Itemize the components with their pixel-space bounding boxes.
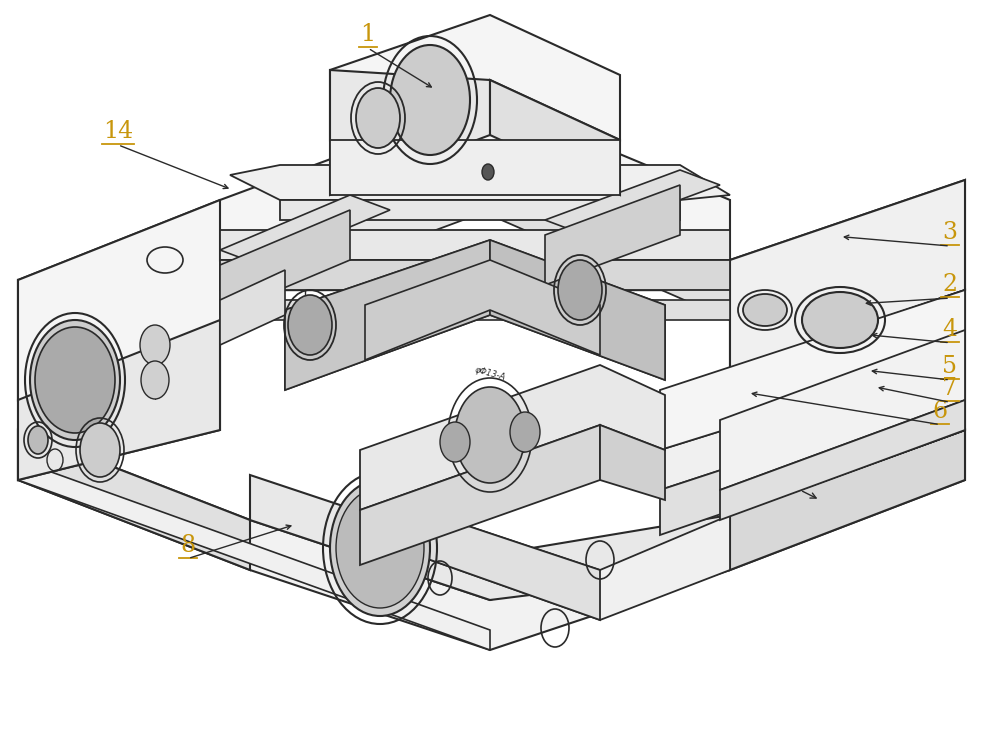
Text: 2: 2 — [942, 273, 958, 296]
Polygon shape — [730, 180, 965, 370]
Polygon shape — [730, 290, 965, 515]
Polygon shape — [360, 490, 600, 620]
Ellipse shape — [390, 45, 470, 155]
Polygon shape — [545, 170, 720, 235]
Ellipse shape — [288, 295, 332, 355]
Text: 5: 5 — [942, 355, 958, 378]
Polygon shape — [720, 330, 965, 490]
Polygon shape — [660, 390, 965, 535]
Polygon shape — [220, 160, 490, 310]
Polygon shape — [220, 195, 390, 265]
Polygon shape — [330, 70, 490, 195]
Polygon shape — [220, 230, 730, 260]
Polygon shape — [280, 200, 680, 220]
Text: 7: 7 — [942, 377, 958, 400]
Ellipse shape — [558, 260, 602, 320]
Ellipse shape — [140, 325, 170, 365]
Ellipse shape — [455, 387, 525, 483]
Ellipse shape — [440, 422, 470, 462]
Polygon shape — [230, 165, 730, 200]
Text: 1: 1 — [360, 23, 376, 46]
Polygon shape — [730, 400, 965, 515]
Ellipse shape — [336, 488, 424, 608]
Polygon shape — [600, 425, 665, 500]
Polygon shape — [490, 160, 730, 320]
Polygon shape — [18, 280, 220, 480]
Polygon shape — [220, 270, 285, 345]
Ellipse shape — [356, 88, 400, 148]
Polygon shape — [730, 180, 965, 370]
Polygon shape — [660, 355, 965, 490]
Ellipse shape — [30, 320, 120, 440]
Polygon shape — [18, 200, 305, 400]
Polygon shape — [285, 240, 665, 390]
Ellipse shape — [330, 480, 430, 616]
Polygon shape — [360, 425, 600, 565]
Text: 6: 6 — [932, 400, 948, 423]
Polygon shape — [250, 475, 730, 600]
Text: 8: 8 — [180, 533, 196, 557]
Text: 4: 4 — [942, 318, 958, 341]
Polygon shape — [360, 490, 730, 620]
Polygon shape — [18, 200, 305, 400]
Ellipse shape — [80, 423, 120, 477]
Text: 14: 14 — [103, 120, 133, 143]
Polygon shape — [490, 240, 665, 380]
Polygon shape — [18, 460, 490, 650]
Polygon shape — [220, 260, 730, 290]
Polygon shape — [730, 290, 965, 515]
Ellipse shape — [510, 412, 540, 452]
Ellipse shape — [743, 294, 787, 326]
Polygon shape — [220, 300, 730, 320]
Polygon shape — [720, 400, 965, 520]
Polygon shape — [18, 430, 250, 570]
Polygon shape — [220, 100, 730, 260]
Ellipse shape — [802, 292, 878, 348]
Ellipse shape — [141, 361, 169, 399]
Polygon shape — [330, 15, 620, 140]
Polygon shape — [490, 80, 620, 195]
Ellipse shape — [35, 327, 115, 433]
Ellipse shape — [482, 164, 494, 180]
Ellipse shape — [28, 426, 48, 454]
Polygon shape — [18, 320, 220, 480]
Text: 3: 3 — [942, 221, 958, 244]
Polygon shape — [660, 290, 965, 450]
Polygon shape — [220, 210, 350, 315]
Polygon shape — [365, 260, 600, 360]
Text: φΦ13-A: φΦ13-A — [474, 365, 506, 382]
Polygon shape — [18, 430, 965, 650]
Polygon shape — [285, 240, 490, 390]
Polygon shape — [545, 185, 680, 285]
Polygon shape — [730, 430, 965, 570]
Polygon shape — [330, 140, 620, 195]
Polygon shape — [360, 365, 665, 510]
